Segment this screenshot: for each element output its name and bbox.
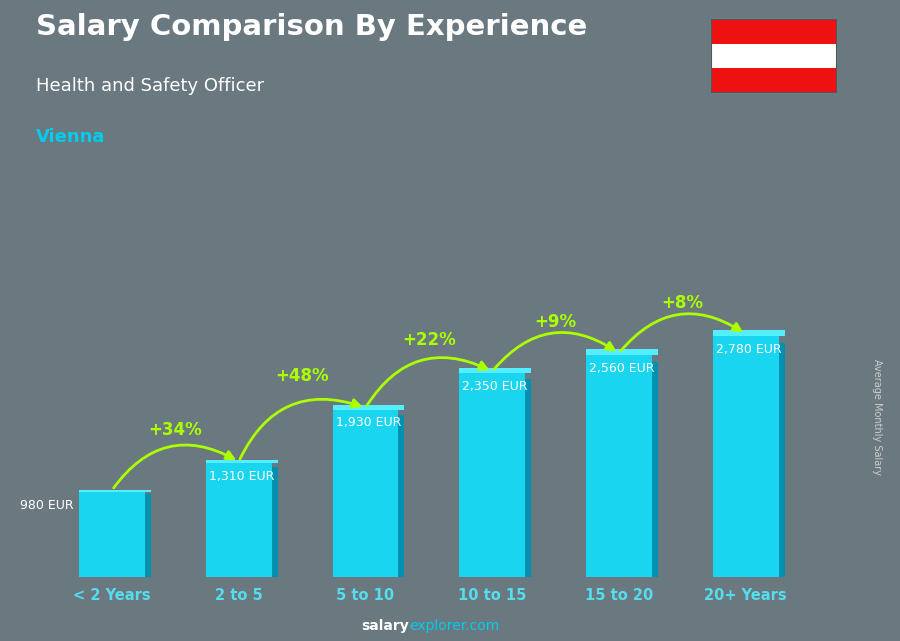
Text: 2,350 EUR: 2,350 EUR (463, 380, 528, 393)
Bar (711, 19, 837, 44)
Bar (206, 463, 272, 577)
Text: Salary Comparison By Experience: Salary Comparison By Experience (36, 13, 587, 41)
Bar (586, 355, 652, 577)
Text: +34%: +34% (148, 421, 202, 439)
Text: Health and Safety Officer: Health and Safety Officer (36, 77, 264, 95)
Bar (586, 349, 658, 355)
Bar (711, 44, 837, 69)
Bar (525, 379, 531, 577)
Text: Vienna: Vienna (36, 128, 105, 146)
Text: Average Monthly Salary: Average Monthly Salary (872, 359, 883, 474)
Bar (459, 368, 531, 373)
Text: +8%: +8% (662, 294, 703, 312)
Bar (145, 494, 151, 577)
Text: +9%: +9% (535, 313, 577, 331)
Text: 980 EUR: 980 EUR (21, 499, 74, 512)
Text: 1,310 EUR: 1,310 EUR (209, 470, 274, 483)
Text: explorer.com: explorer.com (410, 619, 500, 633)
Text: salary: salary (362, 619, 410, 633)
Text: +22%: +22% (402, 331, 455, 349)
Text: 1,930 EUR: 1,930 EUR (336, 417, 401, 429)
Bar (713, 329, 785, 336)
Bar (206, 460, 277, 463)
Bar (713, 336, 778, 577)
Bar (711, 69, 837, 93)
Bar (272, 467, 277, 577)
Text: 2,780 EUR: 2,780 EUR (716, 343, 781, 356)
Text: 2,560 EUR: 2,560 EUR (590, 362, 654, 375)
Bar (332, 405, 404, 410)
Bar (652, 362, 658, 577)
Text: +48%: +48% (275, 367, 328, 385)
Bar (399, 415, 404, 577)
Bar (778, 343, 785, 577)
Bar (79, 492, 145, 577)
Bar (332, 410, 399, 577)
Bar (79, 490, 151, 492)
Bar (459, 373, 525, 577)
